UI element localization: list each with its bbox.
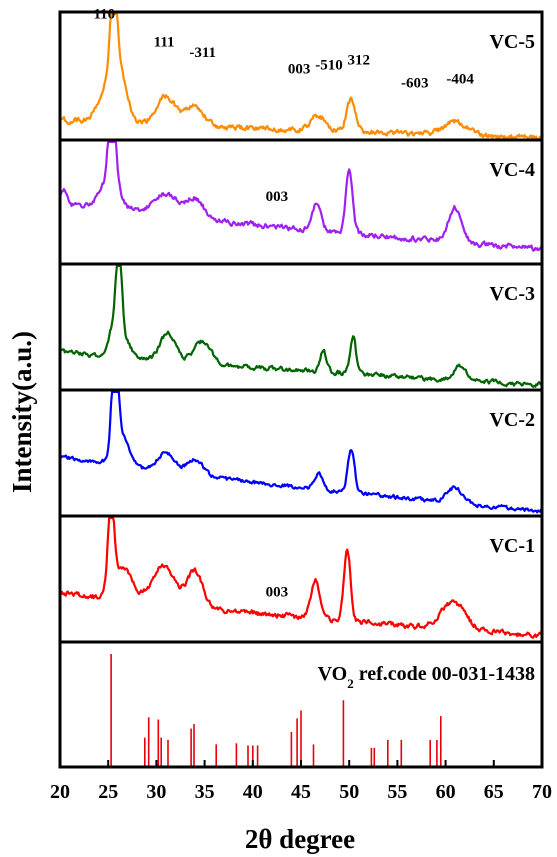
peak-label: 312 bbox=[348, 53, 371, 69]
series-label-vc-1: VC-1 bbox=[489, 535, 535, 557]
peak-label: 003 bbox=[266, 585, 289, 601]
series-label-vc-4: VC-4 bbox=[489, 159, 535, 181]
series-line-vc-1 bbox=[59, 516, 543, 639]
x-tick-label: 55 bbox=[387, 781, 407, 803]
peak-label: 003 bbox=[288, 61, 311, 77]
x-tick-label: 25 bbox=[98, 781, 118, 803]
series-line-vc-2 bbox=[59, 390, 543, 514]
y-axis-title: Intensity(a.u.) bbox=[7, 331, 37, 493]
series-label-vc-3: VC-3 bbox=[489, 283, 535, 305]
peak-label: 003 bbox=[266, 189, 289, 205]
series-line-vc-5 bbox=[59, 12, 543, 141]
peak-label: -603 bbox=[401, 76, 429, 92]
panel-vc-4: VC-4 003 bbox=[58, 138, 544, 266]
reference-label: VO2 ref.code 00-031-1438 bbox=[318, 663, 535, 691]
x-tick-label: 70 bbox=[532, 781, 552, 803]
x-tick-label: 20 bbox=[50, 781, 70, 803]
x-tick-label: 35 bbox=[195, 781, 215, 803]
x-tick-label: 40 bbox=[243, 781, 263, 803]
series-line-vc-4 bbox=[58, 140, 543, 252]
x-tick-label: 60 bbox=[436, 781, 456, 803]
peak-label: -510 bbox=[315, 58, 343, 74]
panel-vc-1: VC-1 003 bbox=[58, 514, 544, 644]
x-tick-label: 50 bbox=[339, 781, 359, 803]
peak-label: -311 bbox=[189, 45, 216, 61]
series-line-vc-3 bbox=[59, 264, 543, 388]
panel-vc-3: VC-3 bbox=[58, 262, 544, 392]
panel-reference: VO2 ref.code 00-031-1438 bbox=[58, 640, 544, 769]
x-axis-title: 2θ degree bbox=[245, 824, 355, 854]
series-label-vc-2: VC-2 bbox=[489, 409, 535, 431]
x-tick-label: 45 bbox=[291, 781, 311, 803]
panel-frame bbox=[58, 388, 544, 518]
peak-label: 110 bbox=[93, 6, 115, 22]
peak-label: 111 bbox=[154, 35, 175, 51]
x-axis-ticks: 20 25 30 35 40 45 50 55 60 65 70 bbox=[50, 760, 552, 803]
peak-label: -404 bbox=[446, 72, 474, 88]
x-tick-label: 30 bbox=[146, 781, 166, 803]
panel-vc-2: VC-2 bbox=[58, 388, 544, 518]
x-tick-label: 65 bbox=[484, 781, 504, 803]
series-label-vc-5: VC-5 bbox=[489, 31, 535, 53]
panel-frame bbox=[58, 138, 544, 266]
panel-vc-5: VC-5 110 111 -311 003 -510 312 -603 -404 bbox=[58, 6, 544, 142]
